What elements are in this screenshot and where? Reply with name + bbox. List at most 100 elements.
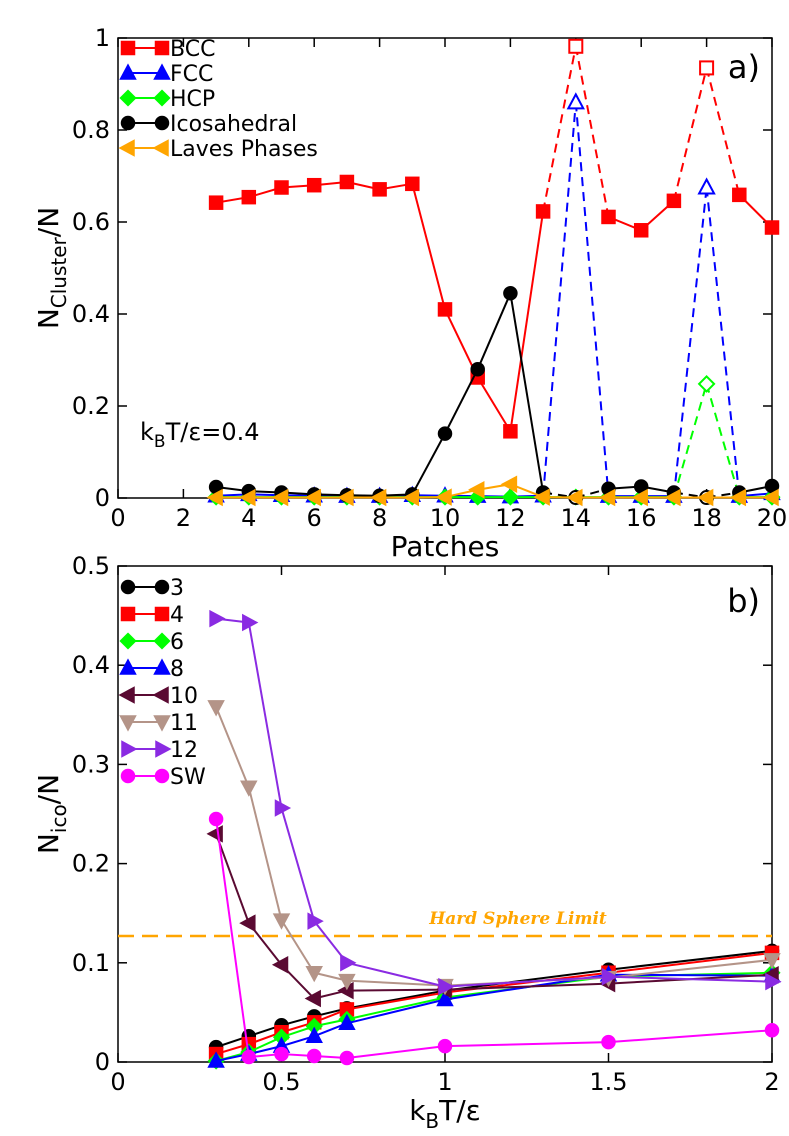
- annotation-sub: B: [154, 432, 166, 452]
- legend-label: 10: [170, 684, 198, 709]
- data-point: [601, 1034, 616, 1050]
- legend-label: FCC: [170, 62, 213, 87]
- x-tick-label: 20: [757, 504, 788, 532]
- data-point: [274, 799, 292, 817]
- data-point: [274, 180, 289, 195]
- series-line-segment: [476, 292, 512, 370]
- data-point: [765, 972, 782, 991]
- data-point: [206, 825, 223, 843]
- panel-label: a): [728, 48, 760, 86]
- x-tick-label: 14: [561, 504, 592, 532]
- x-tick-label: 18: [691, 504, 722, 532]
- legend-marker: [119, 658, 137, 675]
- series-line-segment: [444, 1041, 609, 1048]
- series-6: [207, 964, 781, 1070]
- series-line-segment: [705, 187, 741, 497]
- data-point: [437, 426, 453, 441]
- data-point: [601, 209, 616, 225]
- series-line-segment: [509, 211, 545, 432]
- series-line-segment: [346, 988, 446, 992]
- legend-label: 11: [170, 711, 198, 736]
- y-tick-label: 0.4: [72, 300, 110, 328]
- data-point: [305, 1026, 323, 1043]
- x-tick-label: 4: [241, 504, 256, 532]
- data-point: [697, 177, 716, 195]
- temperature-annotation: kBT/ε=0.4: [140, 418, 260, 452]
- series-line-segment: [247, 622, 283, 809]
- x-tick-label: 16: [626, 504, 657, 532]
- x-tick-label: 0: [110, 1068, 125, 1096]
- legend-marker: [118, 139, 135, 157]
- data-point: [566, 488, 583, 507]
- x-axis-label-main: k: [409, 1094, 426, 1127]
- data-point: [241, 1049, 257, 1065]
- x-axis-label: kBT/ε: [409, 1094, 481, 1133]
- x-tick-label: 0.5: [262, 1068, 300, 1096]
- data-point: [239, 488, 256, 507]
- series-line-segment: [346, 998, 446, 1025]
- y-axis-label: NCluster/N: [32, 207, 71, 329]
- series-line-segment: [574, 46, 610, 218]
- y-tick-label: 0.3: [72, 750, 110, 778]
- y-axis-label-main: N: [32, 308, 65, 329]
- x-tick-label: 2: [176, 504, 191, 532]
- data-point: [566, 92, 585, 110]
- series-line-segment: [542, 102, 577, 496]
- data-point: [208, 811, 224, 827]
- series-line-segment: [280, 807, 316, 922]
- legend-marker: [154, 40, 170, 56]
- legend-marker: [154, 606, 170, 622]
- series-8: [207, 965, 781, 1068]
- data-point: [241, 189, 257, 205]
- data-point: [764, 1023, 780, 1038]
- data-point: [500, 475, 518, 493]
- data-point: [568, 38, 584, 54]
- legend-marker: [153, 63, 171, 80]
- data-point: [437, 302, 453, 317]
- data-point: [729, 488, 747, 507]
- x-tick-label: 6: [307, 504, 322, 532]
- data-point: [405, 176, 420, 192]
- series-line-segment: [346, 996, 446, 1021]
- series-sw: [208, 811, 780, 1066]
- legend-marker: [153, 715, 171, 732]
- series-11: [207, 700, 781, 996]
- series-line-segment: [247, 786, 283, 921]
- data-point: [470, 361, 485, 377]
- data-point: [503, 424, 518, 439]
- series-icosahedral: [208, 286, 780, 506]
- data-point: [699, 60, 715, 76]
- legend-marker: [119, 632, 137, 650]
- data-point: [503, 286, 518, 301]
- data-point: [339, 1050, 355, 1066]
- y-tick-label: 0.4: [72, 651, 110, 679]
- x-tick-label: 8: [372, 504, 387, 532]
- data-point: [763, 953, 781, 970]
- legend-label: 3: [170, 576, 184, 601]
- panel-label: b): [727, 582, 760, 620]
- series-line-segment: [509, 293, 545, 493]
- data-point: [732, 187, 747, 203]
- series-line-segment: [411, 433, 446, 495]
- y-tick-label: 0: [95, 484, 110, 512]
- y-axis-label-tail: /N: [32, 207, 65, 237]
- legend-label: 4: [170, 603, 184, 628]
- panel-a: 0 2 4 6 8 10 12 14 16 18 20 0 0.2 0.4 0.6 0.8 1 BCCFCCHCP…: [32, 24, 787, 563]
- data-point: [209, 609, 226, 628]
- data-point: [438, 977, 455, 996]
- series-line-segment: [346, 979, 446, 987]
- data-point: [633, 223, 649, 238]
- data-point: [207, 1051, 225, 1068]
- data-point: [501, 488, 519, 506]
- series-bcc: [208, 38, 780, 439]
- data-point: [339, 174, 355, 190]
- data-point: [272, 913, 291, 930]
- series-line-segment: [444, 982, 609, 991]
- legend-marker: [152, 686, 169, 704]
- series-line-segment: [608, 949, 773, 971]
- data-point: [601, 967, 619, 986]
- legend-marker: [154, 768, 170, 784]
- data-point: [535, 204, 551, 219]
- legend-label: 6: [170, 630, 184, 655]
- data-point: [240, 780, 258, 797]
